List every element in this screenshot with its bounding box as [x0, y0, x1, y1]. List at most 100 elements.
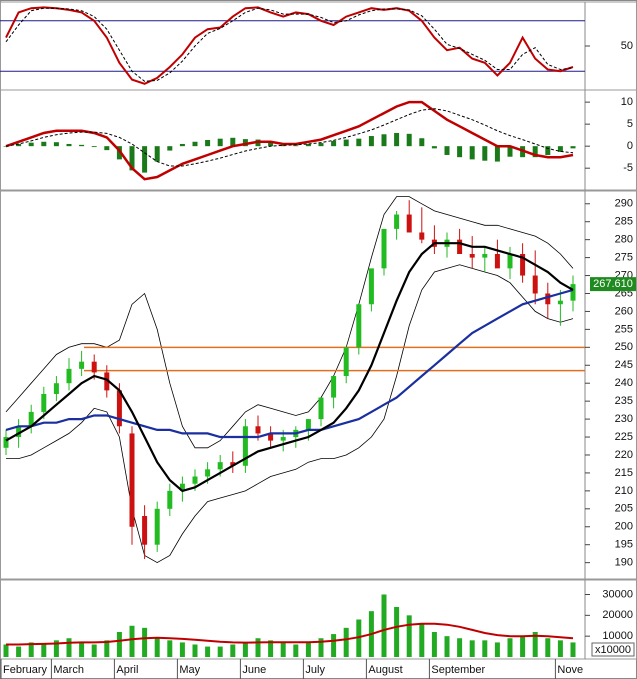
- volume-bar: [431, 632, 437, 657]
- histogram-bar: [494, 146, 500, 162]
- volume-bar: [16, 646, 22, 657]
- candle-body: [129, 433, 135, 527]
- volume-bar: [179, 642, 185, 657]
- y-tick-label: 215: [615, 467, 633, 479]
- histogram-bar: [230, 137, 236, 147]
- candle-body: [255, 426, 261, 434]
- y-tick-label: 290: [615, 198, 633, 210]
- histogram-bar: [242, 139, 248, 147]
- candle-body: [381, 228, 387, 269]
- candle-body: [192, 476, 198, 484]
- volume-bar: [167, 640, 173, 657]
- volume-bar: [104, 640, 110, 657]
- histogram-bar: [91, 146, 97, 148]
- volume-bar: [217, 646, 223, 657]
- candle-body: [205, 469, 211, 477]
- histogram-bar: [331, 140, 337, 147]
- volume-bar: [570, 642, 576, 657]
- histogram-bar: [293, 145, 299, 147]
- histogram-bar: [419, 138, 425, 147]
- histogram-bar: [545, 146, 551, 155]
- y-tick-label: 275: [615, 252, 633, 264]
- volume-bar: [280, 642, 286, 657]
- series-line: [6, 264, 574, 564]
- volume-bar: [469, 640, 475, 657]
- histogram-bar: [192, 141, 198, 147]
- histogram-bar: [482, 146, 488, 161]
- candle-body: [368, 268, 374, 305]
- unit-label: x10000: [595, 644, 631, 656]
- y-tick-label: 240: [615, 377, 633, 389]
- candle-body: [3, 437, 9, 448]
- y-tick-label: 10: [621, 96, 633, 108]
- x-tick-label: July: [305, 664, 325, 676]
- histogram-bar: [394, 132, 400, 147]
- histogram-bar: [41, 141, 47, 147]
- y-tick-label: 210: [615, 485, 633, 497]
- candle-body: [331, 376, 337, 398]
- series-line: [6, 622, 574, 646]
- candle-body: [242, 426, 248, 466]
- candle-body: [343, 347, 349, 377]
- y-tick-label: 280: [615, 234, 633, 246]
- volume-bar: [532, 632, 538, 657]
- x-tick-label: April: [116, 664, 138, 676]
- volume-bar: [66, 638, 72, 657]
- series-line: [5, 242, 574, 493]
- unit-box: [591, 642, 635, 657]
- histogram-bar: [469, 146, 475, 160]
- candle-body: [570, 284, 576, 301]
- y-tick-label: 190: [615, 557, 633, 569]
- histogram-bar: [570, 146, 576, 149]
- volume-bar: [457, 638, 463, 657]
- candle-body: [532, 275, 538, 294]
- volume-bar: [142, 627, 148, 657]
- histogram-bar: [129, 146, 135, 171]
- volume-bar: [545, 638, 551, 657]
- candle-body: [217, 462, 223, 470]
- candle-body: [545, 293, 551, 305]
- candle-body: [116, 390, 122, 427]
- volume-bar: [242, 642, 248, 657]
- candle-body: [356, 304, 362, 348]
- candle-body: [91, 361, 97, 373]
- y-tick-label: 235: [615, 395, 633, 407]
- volume-bar: [494, 642, 500, 657]
- candle-body: [394, 214, 400, 229]
- x-tick-label: February: [3, 664, 48, 676]
- x-tick-label: September: [431, 664, 485, 676]
- series-line: [5, 108, 574, 167]
- volume-bar: [482, 640, 488, 657]
- histogram-bar: [104, 146, 110, 151]
- histogram-bar: [205, 140, 211, 147]
- volume-bar: [406, 615, 412, 657]
- histogram-bar: [368, 136, 374, 147]
- histogram-bar: [28, 142, 34, 147]
- candle-body: [230, 462, 236, 466]
- volume-bar: [318, 638, 324, 657]
- y-tick-label: 205: [615, 503, 633, 515]
- volume-bar: [28, 642, 34, 657]
- volume-bar: [129, 625, 135, 657]
- histogram-bar: [280, 144, 286, 147]
- candle-body: [268, 433, 274, 441]
- y-tick-label: 255: [615, 323, 633, 335]
- volume-bar: [268, 640, 274, 657]
- volume-bar: [116, 632, 122, 657]
- last-price-label: 267.610: [593, 278, 633, 290]
- candle-body: [179, 483, 185, 491]
- volume-bar: [444, 636, 450, 657]
- histogram-bar: [268, 141, 274, 147]
- candle-body: [318, 397, 324, 420]
- candle-body: [520, 254, 526, 276]
- volume-bar: [3, 644, 9, 657]
- y-tick-label: 245: [615, 359, 633, 371]
- candle-body: [66, 368, 72, 384]
- y-tick-label: 5: [627, 118, 633, 130]
- volume-bar: [154, 638, 160, 657]
- volume-bar: [381, 594, 387, 657]
- histogram-bar: [53, 142, 59, 147]
- volume-bar: [356, 619, 362, 657]
- histogram-bar: [305, 143, 311, 147]
